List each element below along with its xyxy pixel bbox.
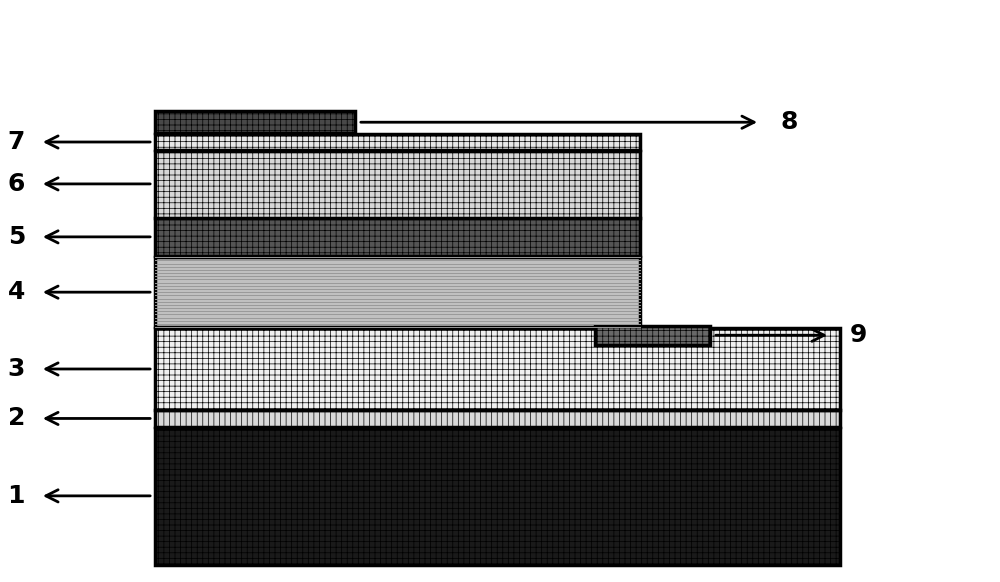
Bar — [155, 111, 355, 133]
Bar — [155, 257, 640, 327]
Bar — [595, 326, 710, 345]
Bar — [155, 328, 840, 410]
Text: 4: 4 — [8, 280, 25, 304]
Bar — [155, 428, 840, 565]
Text: 8: 8 — [780, 110, 797, 134]
Text: 1: 1 — [8, 484, 25, 508]
Text: 9: 9 — [850, 323, 867, 347]
Bar — [155, 410, 840, 427]
Text: 6: 6 — [8, 172, 25, 196]
Bar — [155, 134, 640, 150]
Text: 5: 5 — [8, 225, 25, 249]
Text: 3: 3 — [8, 357, 25, 381]
Bar — [155, 218, 640, 256]
Text: 2: 2 — [8, 406, 25, 431]
Text: 7: 7 — [8, 130, 25, 154]
Bar — [155, 151, 640, 218]
